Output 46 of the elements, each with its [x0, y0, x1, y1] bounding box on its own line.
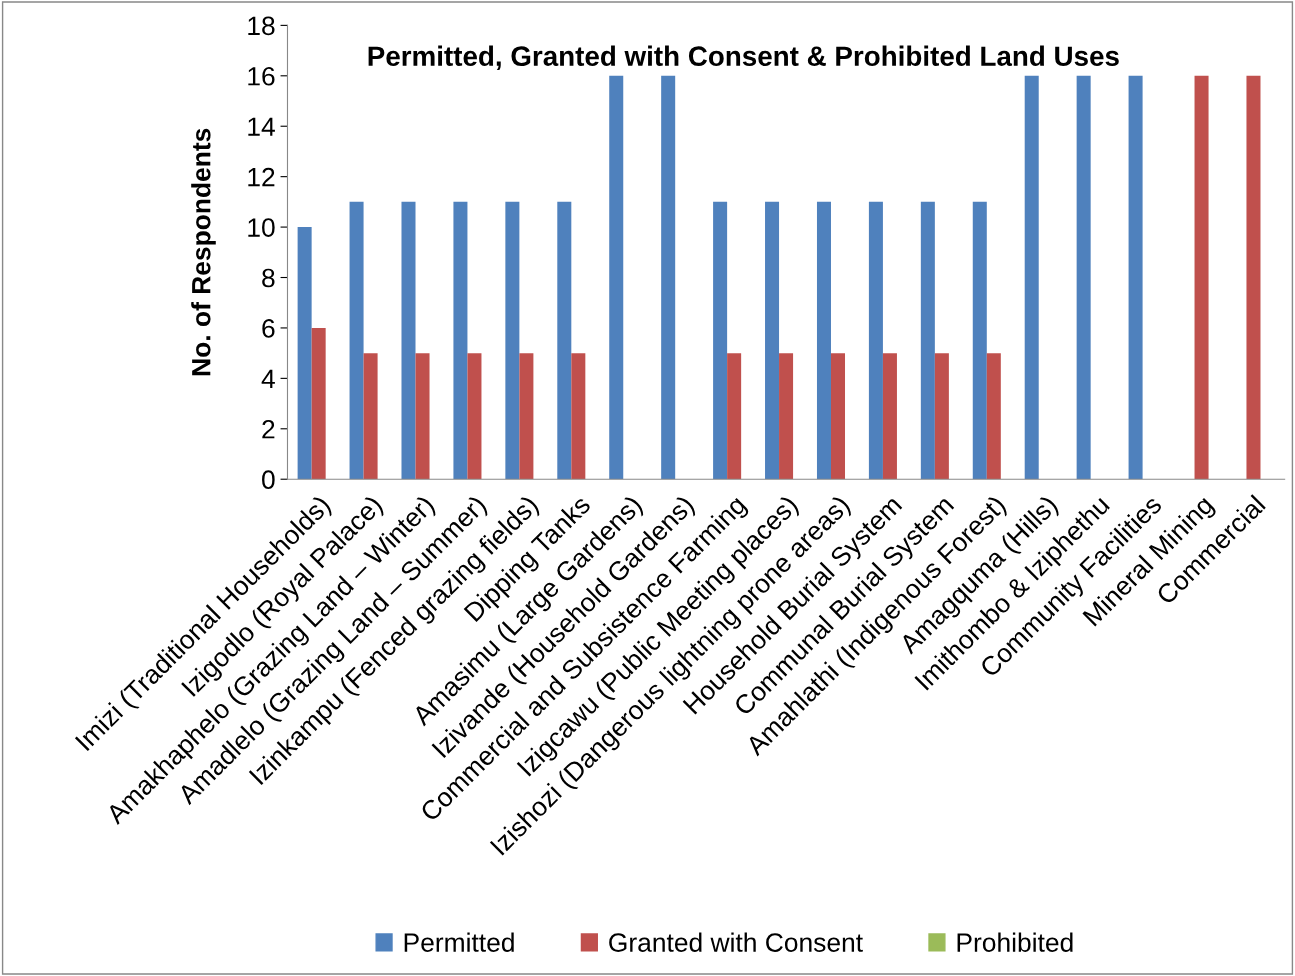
bar — [986, 353, 1001, 480]
bar — [453, 201, 468, 480]
y-tick-label: 6 — [262, 319, 275, 338]
bar — [349, 201, 364, 480]
bar — [1076, 75, 1091, 480]
y-tick-label: 8 — [262, 268, 275, 288]
bar — [779, 353, 794, 480]
y-tick-label: 16 — [248, 66, 275, 86]
bar — [868, 201, 883, 480]
bar — [661, 75, 676, 480]
bar — [920, 201, 935, 480]
bar — [727, 353, 742, 480]
bar — [830, 353, 846, 480]
y-tick-label: 12 — [248, 167, 275, 187]
bar — [557, 201, 572, 480]
y-tick-label: 18 — [248, 16, 275, 36]
y-tick-label: 4 — [261, 369, 275, 388]
legend-label: Permitted — [404, 932, 514, 952]
y-axis-title: No. of Respondents — [191, 128, 216, 376]
bar — [571, 353, 586, 480]
bar — [1194, 75, 1209, 480]
bar — [1246, 75, 1261, 480]
bar — [505, 201, 520, 480]
bar — [519, 353, 534, 480]
bar — [882, 353, 897, 480]
legend-label: Prohibited — [957, 932, 1073, 952]
bar — [311, 327, 326, 480]
bar — [415, 353, 430, 480]
bar — [713, 201, 728, 480]
legend-label: Granted with Consent — [609, 932, 863, 952]
bar — [972, 201, 987, 480]
bar — [609, 75, 624, 480]
y-tick-label: 14 — [248, 117, 275, 136]
y-tick-label: 10 — [248, 218, 275, 237]
text: Permitted, Granted with Consent & Prohibited Land Uses — [368, 45, 1119, 71]
bar — [1024, 75, 1039, 480]
bar — [401, 201, 416, 480]
y-tick-label: 2 — [262, 419, 275, 439]
bar — [297, 227, 312, 480]
y-tick-label: 0 — [262, 470, 275, 490]
bar — [1128, 75, 1143, 480]
bar — [467, 353, 482, 480]
bar — [363, 353, 378, 480]
bar — [816, 201, 831, 480]
bar — [765, 201, 780, 480]
bar — [934, 353, 949, 480]
